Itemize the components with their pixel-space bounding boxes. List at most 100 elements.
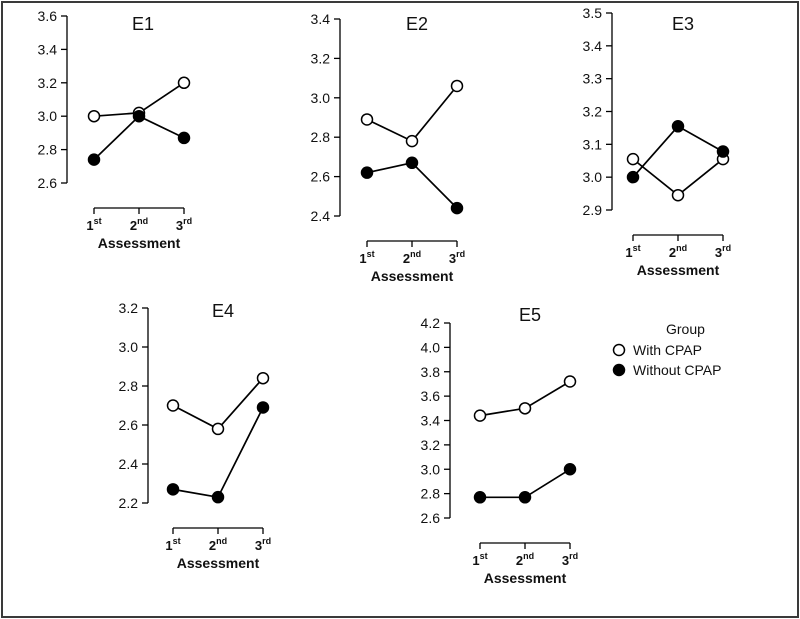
x-tick-label: 1st bbox=[86, 216, 101, 233]
data-point-with-cpap bbox=[473, 409, 487, 422]
data-point-without-cpap bbox=[177, 131, 191, 145]
data-point-without-cpap bbox=[450, 201, 464, 215]
y-tick-label: 2.6 bbox=[311, 169, 331, 185]
y-tick-label: 2.6 bbox=[38, 175, 58, 191]
x-tick-label: 1st bbox=[625, 243, 640, 260]
data-point-without-cpap bbox=[716, 145, 730, 158]
x-axis-label: Assessment bbox=[177, 555, 260, 571]
y-tick-label: 3.2 bbox=[583, 104, 603, 120]
series-line-without-cpap bbox=[172, 407, 264, 499]
x-tick-label: 1st bbox=[359, 249, 374, 266]
y-tick-label: 3.2 bbox=[119, 300, 139, 316]
x-tick-label: 2nd bbox=[130, 216, 148, 233]
x-axis-label: Assessment bbox=[484, 570, 567, 586]
y-tick-label: 3.6 bbox=[421, 388, 441, 404]
legend-title: Group bbox=[666, 321, 705, 337]
y-tick-label: 3.4 bbox=[38, 41, 58, 57]
x-axis-label: Assessment bbox=[637, 262, 720, 278]
data-point-with-cpap bbox=[671, 188, 685, 202]
y-tick-label: 3.0 bbox=[119, 339, 139, 355]
y-tick-label: 2.8 bbox=[119, 378, 139, 394]
x-tick-label: 3rd bbox=[715, 243, 731, 260]
y-tick-label: 3.0 bbox=[38, 108, 58, 124]
data-point-with-cpap bbox=[256, 371, 270, 385]
series-line-without-cpap bbox=[366, 161, 458, 209]
panel-title: E5 bbox=[519, 305, 541, 325]
data-point-with-cpap bbox=[518, 402, 532, 415]
y-tick-label: 3.4 bbox=[311, 11, 331, 27]
x-tick-label: 3rd bbox=[562, 551, 578, 568]
y-tick-label: 3.3 bbox=[583, 71, 603, 87]
data-point-with-cpap bbox=[87, 109, 101, 123]
x-axis-label: Assessment bbox=[98, 235, 181, 251]
data-point-with-cpap bbox=[211, 422, 225, 436]
x-tick-label: 2nd bbox=[516, 551, 534, 568]
series-line-with-cpap bbox=[366, 85, 458, 143]
y-tick-label: 3.4 bbox=[421, 413, 441, 429]
data-point-with-cpap bbox=[360, 113, 374, 126]
data-point-without-cpap bbox=[360, 166, 374, 179]
data-point-with-cpap bbox=[405, 134, 419, 148]
y-tick-label: 4.0 bbox=[421, 339, 441, 355]
data-point-with-cpap bbox=[450, 79, 464, 93]
y-tick-label: 3.2 bbox=[421, 437, 441, 453]
data-point-without-cpap bbox=[166, 483, 180, 496]
x-tick-label: 3rd bbox=[449, 249, 465, 266]
x-tick-label: 3rd bbox=[176, 216, 192, 233]
data-point-without-cpap bbox=[211, 490, 225, 504]
x-tick-label: 2nd bbox=[403, 249, 421, 266]
x-tick-label: 2nd bbox=[669, 243, 687, 260]
data-point-with-cpap bbox=[166, 399, 180, 412]
y-tick-label: 3.4 bbox=[583, 38, 603, 54]
data-point-without-cpap bbox=[518, 491, 532, 504]
panel-title: E2 bbox=[406, 14, 428, 34]
legend-label-without-cpap: Without CPAP bbox=[633, 362, 721, 378]
y-tick-label: 2.4 bbox=[119, 456, 139, 472]
data-point-without-cpap bbox=[473, 491, 487, 504]
data-point-with-cpap bbox=[626, 152, 640, 166]
series-line-with-cpap bbox=[172, 377, 264, 430]
panel-e2: E2 2.4 2.6 2.8 3.0 3.2 3.4 1st 2nd 3rd Assessment bbox=[311, 11, 466, 284]
panel-e5: E5 2.6 2.8 3.0 3.2 3.4 3.6 3.8 4.0 4.2 1st 2nd 3rd As… bbox=[421, 305, 579, 586]
data-point-without-cpap bbox=[132, 109, 146, 123]
y-tick-label: 4.2 bbox=[421, 315, 441, 331]
panel-title: E1 bbox=[132, 14, 154, 34]
y-tick-label: 3.2 bbox=[38, 75, 58, 91]
y-tick-label: 3.1 bbox=[583, 136, 603, 152]
y-tick-label: 2.8 bbox=[311, 129, 331, 145]
data-point-with-cpap bbox=[563, 375, 577, 388]
legend-label-with-cpap: With CPAP bbox=[633, 342, 702, 358]
data-point-without-cpap bbox=[256, 401, 270, 414]
y-tick-label: 3.0 bbox=[421, 461, 441, 477]
panel-e1: E1 2.6 2.8 3.0 3.2 3.4 3.6 1st 2nd 3rd Assessment bbox=[38, 8, 193, 251]
y-tick-label: 2.9 bbox=[583, 202, 603, 218]
legend-marker-without-cpap bbox=[612, 363, 626, 377]
panel-e4: E4 2.2 2.4 2.6 2.8 3.0 3.2 1st 2nd 3rd Assessment bbox=[119, 300, 272, 571]
data-point-without-cpap bbox=[563, 463, 577, 476]
legend: Group With CPAP Without CPAP bbox=[612, 321, 721, 378]
y-tick-label: 3.5 bbox=[583, 5, 603, 21]
x-tick-label: 2nd bbox=[209, 536, 227, 553]
y-tick-label: 2.6 bbox=[421, 510, 441, 526]
data-point-without-cpap bbox=[626, 170, 640, 184]
y-tick-label: 3.0 bbox=[311, 90, 331, 106]
y-tick-label: 3.8 bbox=[421, 364, 441, 380]
panel-title: E3 bbox=[672, 14, 694, 34]
panel-e3: E3 2.9 3.0 3.1 3.2 3.3 3.4 3.5 1st 2nd 3rd Assessme… bbox=[583, 5, 732, 278]
y-tick-label: 2.4 bbox=[311, 208, 331, 224]
x-tick-label: 1st bbox=[472, 551, 487, 568]
data-point-with-cpap bbox=[177, 76, 191, 90]
y-tick-label: 2.2 bbox=[119, 495, 139, 511]
x-tick-label: 3rd bbox=[255, 536, 271, 553]
y-tick-label: 3.6 bbox=[38, 8, 58, 24]
y-tick-label: 2.8 bbox=[38, 142, 58, 158]
x-axis-label: Assessment bbox=[371, 268, 454, 284]
series-line-without-cpap bbox=[93, 115, 185, 161]
y-tick-label: 2.8 bbox=[421, 486, 441, 502]
y-tick-label: 3.2 bbox=[311, 50, 331, 66]
data-point-without-cpap bbox=[405, 156, 419, 170]
y-tick-label: 2.6 bbox=[119, 417, 139, 433]
